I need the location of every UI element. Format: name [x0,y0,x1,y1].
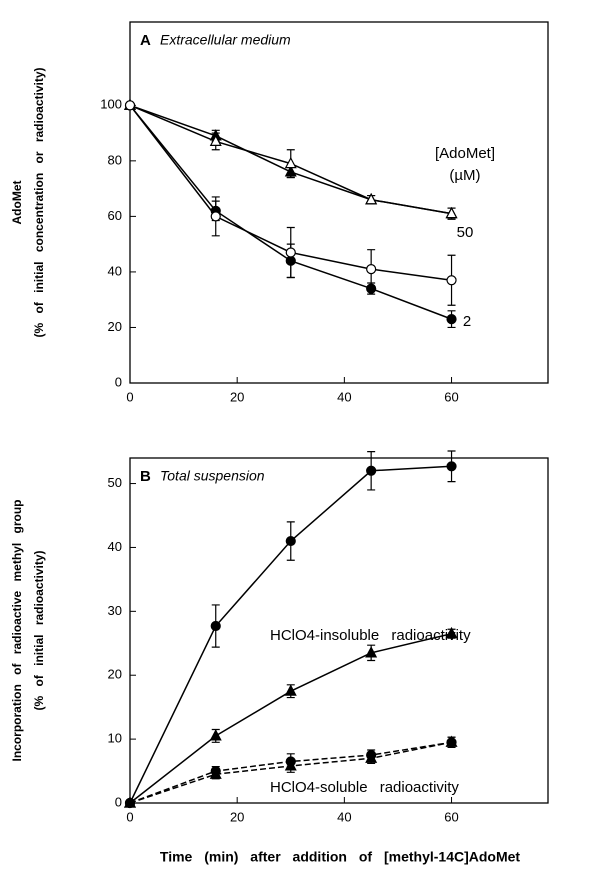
y-tick-label: 0 [115,374,122,389]
marker [210,211,221,222]
marker [366,264,377,275]
annotation: 50 [457,224,474,241]
marker [446,461,457,472]
y-tick-label: 10 [108,731,122,746]
y-tick-label: 0 [115,794,122,809]
panel-title: Total suspension [160,468,265,484]
annotation: (µM) [449,167,480,184]
marker [124,796,136,808]
x-tick-label: 40 [337,809,351,824]
plot-frame [129,21,549,384]
x-tick-label: 0 [126,389,133,404]
x-tick-label: 40 [337,389,351,404]
y-axis-label: Incorporation of radioactive methyl grou… [10,499,24,761]
marker [445,735,458,747]
annotation: HClO4-insoluble radioactivity [270,627,471,644]
marker [210,620,221,632]
y-axis-label: AdoMet [10,181,24,225]
y-tick-label: 100 [100,97,122,112]
marker [209,134,222,147]
x-tick-label: 0 [126,809,133,824]
y-tick-label: 30 [108,603,122,618]
y-axis-label: (% of initial radioactivity) [32,550,46,710]
marker [446,314,457,325]
marker [445,206,458,219]
x-tick-label: 20 [230,389,244,404]
panel-title: Extracellular medium [160,32,291,48]
marker [209,729,222,741]
series-line [129,104,452,320]
y-tick-label: 50 [108,475,122,490]
plot-frame [129,457,549,804]
x-tick-label: 60 [444,809,458,824]
marker [365,751,378,763]
y-axis-label: (% of initial concentration or radioacti… [32,67,46,337]
y-tick-label: 80 [108,152,122,167]
x-axis-label: Time (min) after addition of [methyl-14C… [160,849,521,865]
series-line [129,632,452,804]
marker [285,247,296,258]
y-tick-label: 40 [108,539,122,554]
marker [366,465,377,476]
x-tick-label: 20 [230,809,244,824]
marker [284,759,297,771]
y-tick-label: 20 [108,319,122,334]
marker [284,684,297,696]
marker [285,535,296,547]
x-tick-label: 60 [444,389,458,404]
y-tick-label: 20 [108,667,122,682]
panel-label: B [140,468,151,485]
panel-label: A [140,32,151,49]
marker [445,626,458,639]
marker [209,767,222,779]
y-tick-label: 40 [108,263,122,278]
marker [446,275,457,286]
marker [365,192,378,205]
marker [365,646,378,658]
marker [284,156,297,169]
annotation: HClO4-soluble radioactivity [270,779,459,796]
annotation: 2 [463,313,471,330]
annotation: [AdoMet] [435,145,495,162]
y-tick-label: 60 [108,208,122,223]
marker [124,100,136,111]
